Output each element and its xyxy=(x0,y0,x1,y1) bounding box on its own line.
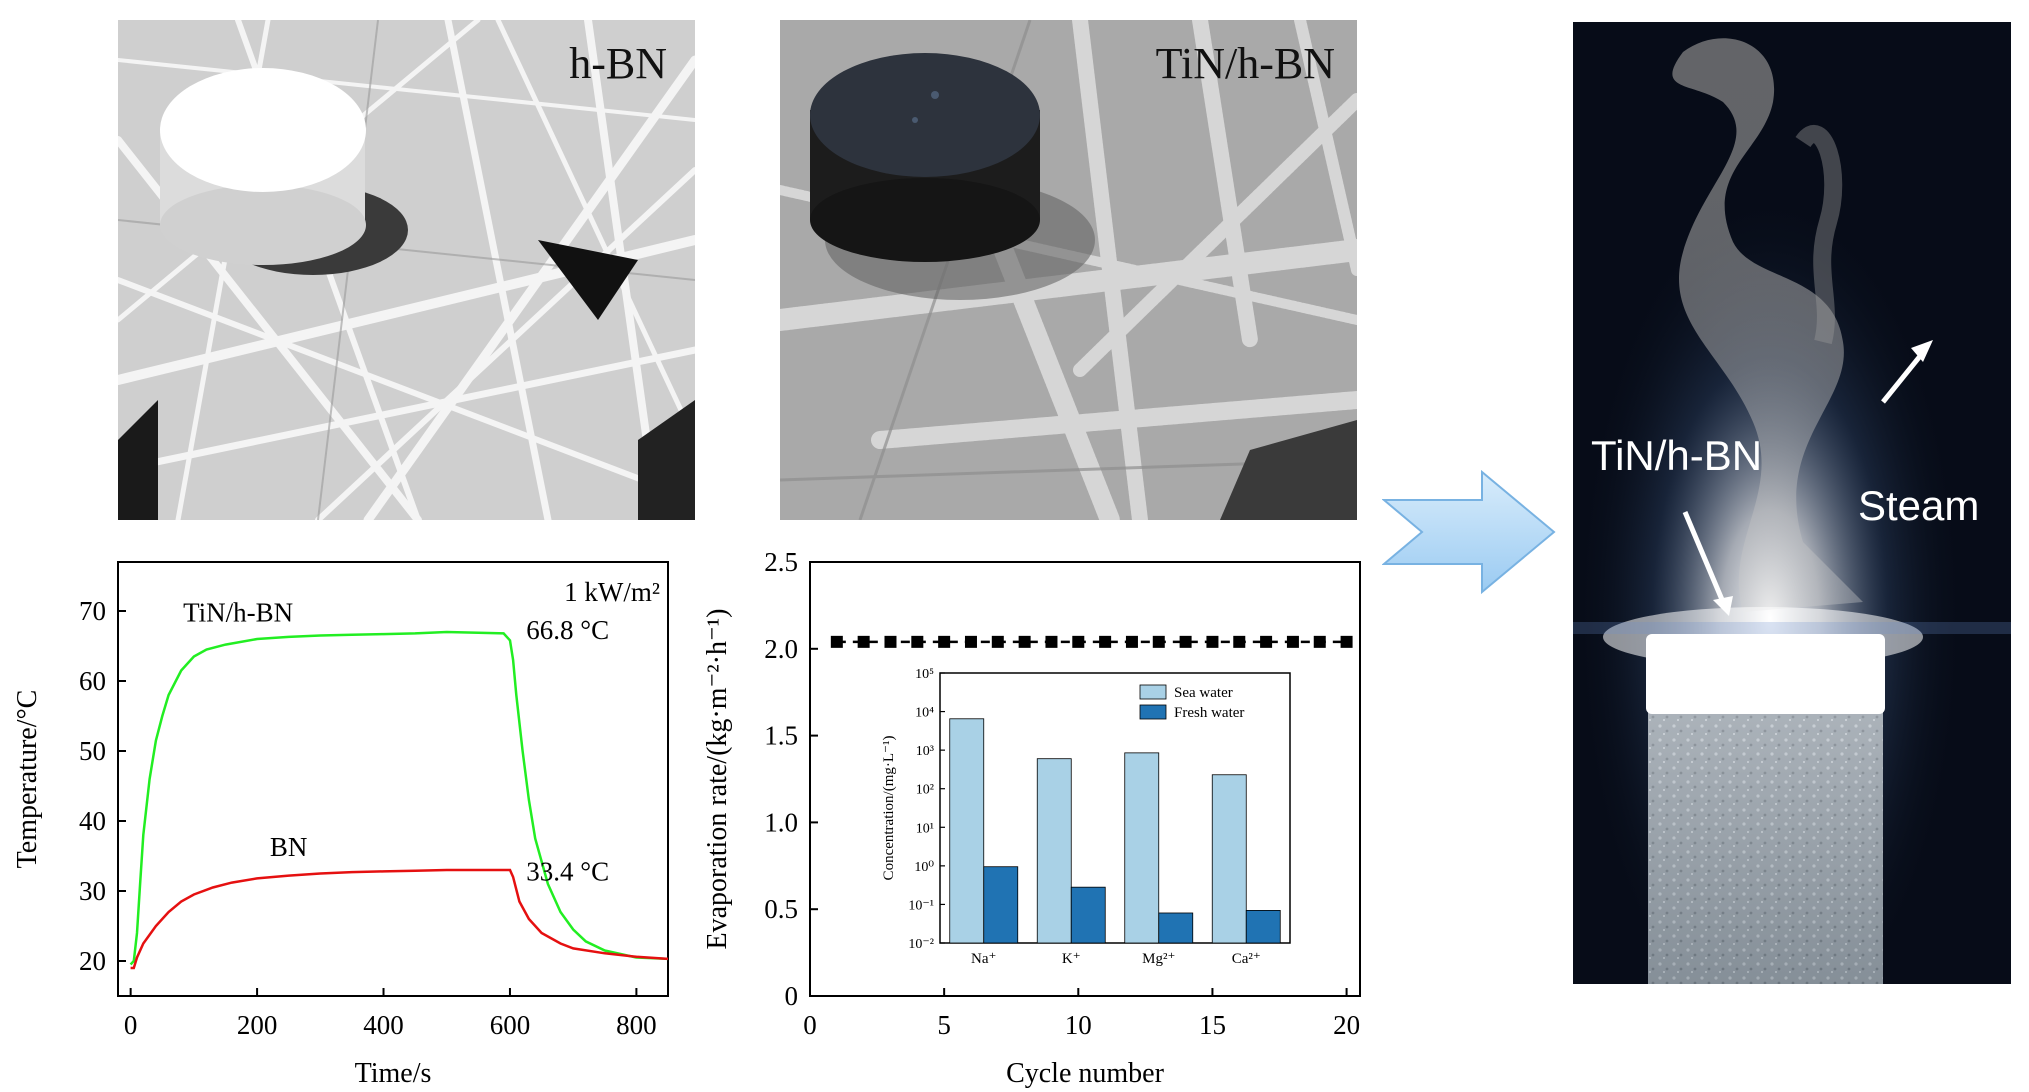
evap-point xyxy=(1206,635,1219,648)
inset-y-tick-label: 10³ xyxy=(916,744,934,759)
evap-point xyxy=(1125,635,1138,648)
evap-point xyxy=(830,635,843,648)
evap-point xyxy=(911,635,924,648)
inset-y-axis-label: Concentration/(mg·L⁻¹) xyxy=(881,736,897,881)
temp-series-name-label: TiN/h-BN xyxy=(183,598,293,628)
temp-x-tick-label: 600 xyxy=(490,1010,531,1040)
inset-category-label: Mg²⁺ xyxy=(1142,951,1175,967)
temp-y-tick-label: 50 xyxy=(79,736,106,766)
temperature-chart: 0 200 400 600 800 20 30 40 50 60 70 1 kW/m² TiN/h-… xyxy=(12,561,669,1089)
evap-point xyxy=(1152,635,1165,648)
device-tin-hbn-label: TiN/h-BN xyxy=(1591,432,1763,479)
evap-y-tick-label: 1.5 xyxy=(764,721,798,751)
temp-y-tick-label: 30 xyxy=(79,876,106,906)
evap-y-tick-label: 1.0 xyxy=(764,807,798,837)
temp-y-tick-label: 20 xyxy=(79,946,106,976)
sem-image-tin-hbn: TiN/h-BN xyxy=(780,20,1357,520)
inset-category-label: K⁺ xyxy=(1062,951,1081,967)
tin-fiber-network xyxy=(780,20,1357,520)
temp-y-tick-label: 70 xyxy=(79,596,106,626)
inset-y-tick-label: 10⁵ xyxy=(915,667,934,682)
temp-x-tick-label: 200 xyxy=(237,1010,278,1040)
hbn-label: h-BN xyxy=(569,39,667,88)
inset-bar-sea xyxy=(1124,752,1160,944)
right-arrow-icon xyxy=(1382,470,1556,595)
inset-y-tick-label: 10² xyxy=(916,783,934,798)
sem-image-hbn: h-BN xyxy=(118,20,695,520)
hbn-fiber-network xyxy=(118,20,695,520)
inset-bar-fresh xyxy=(1158,912,1194,944)
evap-y-tick-label: 2.5 xyxy=(764,547,798,577)
evap-point xyxy=(991,635,1004,648)
device-photo: TiN/h-BN Steam xyxy=(1573,22,2011,984)
temp-y-tick-label: 60 xyxy=(79,666,106,696)
evap-point xyxy=(1260,635,1273,648)
temp-x-axis-label: Time/s xyxy=(355,1058,432,1089)
inset-legend-swatch xyxy=(1139,684,1167,700)
evap-y-tick-label: 0.5 xyxy=(764,894,798,924)
evap-point xyxy=(1179,635,1192,648)
evap-x-tick-label: 5 xyxy=(937,1010,951,1040)
inset-y-tick-label: 10⁻¹ xyxy=(908,898,934,913)
temp-series-bn xyxy=(130,868,669,970)
temp-plot-frame xyxy=(117,561,669,997)
inset-y-tick-label: 10⁰ xyxy=(914,860,934,875)
evap-point xyxy=(1099,635,1112,648)
evap-x-axis-label: Cycle number xyxy=(1006,1058,1165,1089)
temp-end-value-label: 33.4 °C xyxy=(526,857,609,887)
inset-legend-label: Fresh water xyxy=(1174,705,1244,721)
inset-bar-sea xyxy=(949,718,985,944)
inset-category-label: Ca²⁺ xyxy=(1232,951,1261,967)
temp-y-axis-label: Temperature/°C xyxy=(12,690,43,869)
temp-y-tick-label: 40 xyxy=(79,806,106,836)
inset-bar-sea xyxy=(1036,758,1072,944)
temp-x-tick-label: 0 xyxy=(124,1010,138,1040)
evap-x-tick-label: 0 xyxy=(803,1010,817,1040)
inset-category-label: Na⁺ xyxy=(971,951,996,967)
inset-bar-sea xyxy=(1211,774,1247,944)
evap-point xyxy=(1018,635,1031,648)
evap-point xyxy=(1286,635,1299,648)
evap-x-tick-label: 10 xyxy=(1065,1010,1092,1040)
inset-y-tick-label: 10⁻² xyxy=(908,937,934,952)
inset-bar-fresh xyxy=(1070,886,1106,944)
evap-x-tick-label: 15 xyxy=(1199,1010,1226,1040)
evap-point xyxy=(964,635,977,648)
evap-point xyxy=(1233,635,1246,648)
temp-series-tin-hbn xyxy=(129,630,669,966)
tin-hbn-label: TiN/h-BN xyxy=(1155,39,1335,88)
steam-label: Steam xyxy=(1858,482,1980,529)
inset-y-tick-label: 10⁴ xyxy=(915,706,934,721)
inset-bar-fresh xyxy=(1245,910,1281,944)
evap-y-tick-label: 2.0 xyxy=(764,634,798,664)
concentration-inset: 10⁻² 10⁻¹ 10⁰ 10¹ 10² 10³ 10⁴ 10⁵ Na⁺ K⁺ Mg²⁺ Ca²⁺ S… xyxy=(881,667,1291,967)
evaporation-chart: 0 5 10 15 20 0 0.5 1.0 1.5 2.0 2.5 Cycle number Ev… xyxy=(702,547,1361,1089)
evap-point xyxy=(1072,635,1085,648)
evap-y-tick-label: 0 xyxy=(785,981,799,1011)
evap-point xyxy=(1313,635,1326,648)
evap-point xyxy=(857,635,870,648)
temp-power-annotation: 1 kW/m² xyxy=(564,577,660,607)
evap-point xyxy=(1340,635,1353,648)
temp-series-name-label: BN xyxy=(270,832,308,862)
evap-point xyxy=(938,635,951,648)
temp-x-tick-label: 800 xyxy=(616,1010,657,1040)
inset-y-tick-label: 10¹ xyxy=(916,821,934,836)
inset-legend-label: Sea water xyxy=(1174,685,1233,701)
evap-point xyxy=(884,635,897,648)
evap-y-axis-label: Evaporation rate/(kg·m⁻²·h⁻¹) xyxy=(702,608,733,949)
evap-plot-frame xyxy=(809,561,1361,997)
inset-bar-fresh xyxy=(983,866,1019,944)
device-photo-art xyxy=(1573,22,2011,984)
temp-x-tick-label: 400 xyxy=(363,1010,404,1040)
evap-x-tick-label: 20 xyxy=(1333,1010,1360,1040)
temp-end-value-label: 66.8 °C xyxy=(526,615,609,645)
inset-legend-swatch xyxy=(1139,704,1167,720)
evap-point xyxy=(1045,635,1058,648)
